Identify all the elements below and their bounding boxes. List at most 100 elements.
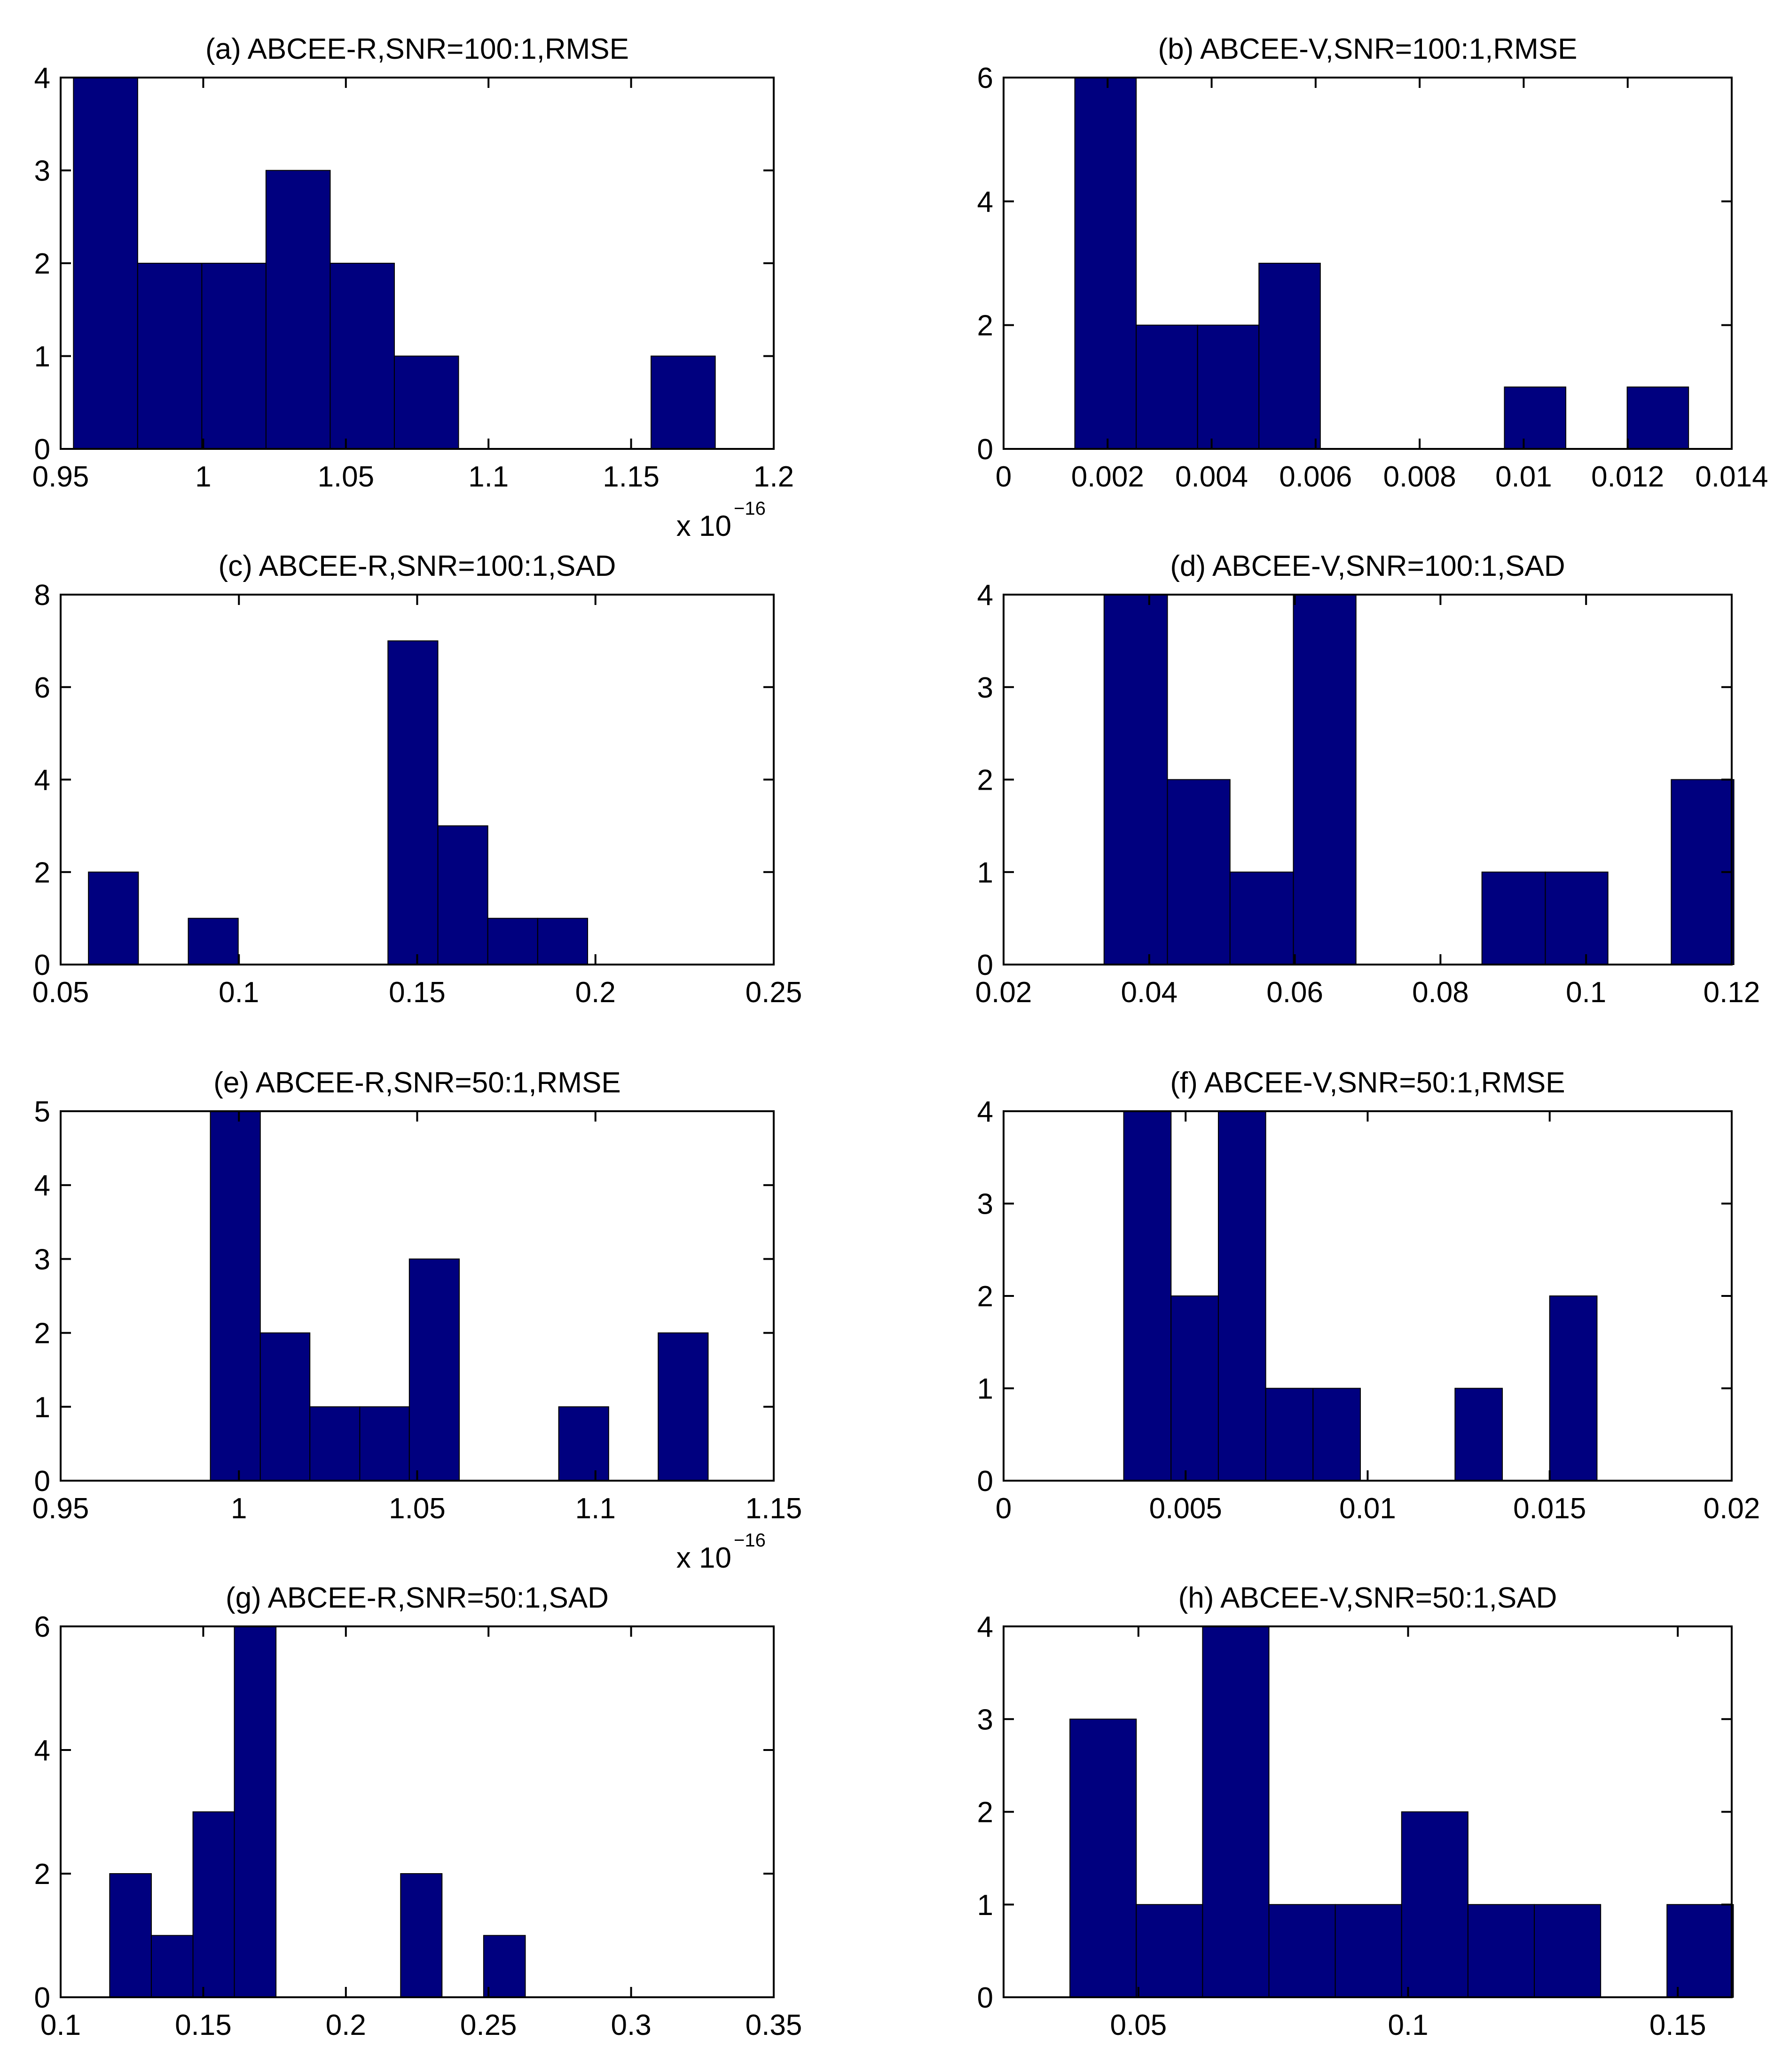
- x-tick-label: 0.1: [40, 2009, 81, 2041]
- histogram-bar: [1268, 1904, 1336, 1998]
- histogram-bar: [188, 918, 239, 965]
- y-tick-label: 3: [34, 1243, 50, 1276]
- x-tick-label: 0.2: [326, 2009, 366, 2041]
- histogram-panel-a: (a) ABCEE-R,SNR=100:1,RMSE 0.95 1 1.05 1.1 1.…: [32, 33, 794, 542]
- histogram-panel-g: (g) ABCEE-R,SNR=50:1,SAD 0.1 0.15 0.2 0.25 0.…: [34, 1582, 802, 2041]
- histogram-bar: [309, 1406, 361, 1482]
- x-exponent-label: x 10: [676, 510, 731, 542]
- x-tick-label: 0.004: [1175, 461, 1248, 493]
- histogram-bar: [1103, 594, 1168, 965]
- histogram-bar: [437, 825, 488, 965]
- y-tick-label: 2: [34, 1318, 50, 1350]
- histogram-bar: [330, 263, 395, 449]
- x-tick-label: 0.006: [1279, 461, 1352, 493]
- y-tick-label: 0: [34, 1465, 50, 1498]
- x-tick-label: 0.2: [575, 976, 616, 1009]
- x-tick-label: 0.1: [1388, 2009, 1428, 2041]
- panel-title: (a) ABCEE-R,SNR=100:1,RMSE: [205, 33, 629, 65]
- x-tick-label: 1: [231, 1492, 247, 1525]
- x-exponent-power: −16: [734, 1530, 766, 1551]
- panel-title: (b) ABCEE-V,SNR=100:1,RMSE: [1158, 33, 1578, 65]
- histogram-bar: [537, 918, 589, 965]
- y-tick-label: 0: [34, 949, 50, 981]
- histogram-bar: [1335, 1904, 1402, 1998]
- x-tick-label: 1.15: [746, 1492, 802, 1525]
- y-tick-label: 1: [34, 1391, 50, 1424]
- y-tick-label: 1: [977, 1373, 993, 1405]
- x-tick-label: 0.15: [389, 976, 446, 1009]
- y-tick-label: 4: [34, 764, 50, 797]
- y-tick-label: 3: [977, 1703, 993, 1736]
- axes-frame: [1003, 1110, 1733, 1482]
- histogram-panel-f: (f) ABCEE-V,SNR=50:1,RMSE 0 0.005 0.01 0.015…: [977, 1067, 1760, 1525]
- histogram-bar: [150, 1935, 194, 1998]
- histogram-bar: [359, 1406, 410, 1482]
- y-tick-label: 0: [977, 1465, 993, 1498]
- y-tick-label: 4: [977, 1096, 993, 1128]
- histogram-bar: [1467, 1904, 1535, 1998]
- x-tick-label: 0.1: [1566, 976, 1606, 1009]
- histogram-bar: [73, 77, 138, 449]
- y-tick-label: 0: [34, 433, 50, 466]
- x-tick-label: 0.014: [1695, 461, 1768, 493]
- y-tick-label: 2: [977, 310, 993, 342]
- histogram-bar: [137, 263, 203, 449]
- histogram-bar: [109, 1873, 152, 1998]
- histogram-bar: [1481, 871, 1546, 965]
- y-tick-label: 0: [34, 1982, 50, 2014]
- histogram-bar: [1454, 1388, 1503, 1481]
- y-tick-label: 2: [34, 1858, 50, 1891]
- histogram-panel-d: (d) ABCEE-V,SNR=100:1,SAD 0.02 0.04 0.06 0.0…: [975, 550, 1760, 1009]
- histogram-panel-h: (h) ABCEE-V,SNR=50:1,SAD 0.05 0.1 0.15 0 1 2 3 4: [977, 1582, 1734, 2041]
- y-tick-label: 4: [34, 1169, 50, 1202]
- y-tick-label: 4: [977, 186, 993, 218]
- y-tick-label: 2: [34, 248, 50, 280]
- x-tick-label: 0: [996, 1492, 1012, 1525]
- y-tick-label: 6: [977, 62, 993, 94]
- panel-title: (g) ABCEE-R,SNR=50:1,SAD: [226, 1582, 609, 1614]
- x-tick-label: 0.1: [219, 976, 259, 1009]
- x-tick-label: 1.1: [575, 1492, 616, 1525]
- y-tick-label: 4: [34, 62, 50, 94]
- y-tick-label: 2: [977, 1280, 993, 1313]
- histogram-bar: [1534, 1904, 1601, 1998]
- histogram-bar: [408, 1258, 460, 1481]
- x-exponent-power: −16: [734, 498, 766, 519]
- panel-title: (c) ABCEE-R,SNR=100:1,SAD: [219, 550, 616, 582]
- x-tick-label: 0.008: [1383, 461, 1456, 493]
- histogram-panel-b: (b) ABCEE-V,SNR=100:1,RMSE 0 0.002 0.004 0.0…: [977, 33, 1768, 493]
- histogram-bar: [1549, 1295, 1598, 1481]
- axes-frame: [1003, 77, 1733, 450]
- histogram-bar: [88, 871, 139, 965]
- x-tick-label: 0: [996, 461, 1012, 493]
- histogram-bar: [1197, 324, 1260, 450]
- x-tick-label: 0.02: [1703, 1492, 1760, 1525]
- y-tick-label: 1: [977, 856, 993, 889]
- x-tick-label: 0.15: [175, 2009, 232, 2041]
- histogram-bar: [1265, 1388, 1314, 1481]
- y-tick-label: 0: [977, 1982, 993, 2014]
- x-tick-label: 1.05: [317, 461, 374, 493]
- x-tick-label: 0.06: [1266, 976, 1323, 1009]
- y-tick-label: 3: [977, 672, 993, 704]
- x-tick-label: 0.01: [1495, 461, 1552, 493]
- histogram-bar: [1401, 1811, 1468, 1998]
- histogram-bar: [658, 1332, 709, 1482]
- histogram-bar: [1258, 263, 1321, 449]
- y-tick-label: 3: [34, 155, 50, 188]
- x-tick-label: 0.04: [1121, 976, 1178, 1009]
- x-tick-label: 0.3: [611, 2009, 651, 2041]
- y-tick-label: 4: [977, 1611, 993, 1643]
- histogram-bar: [1202, 1626, 1270, 1998]
- histogram-bar: [1170, 1295, 1219, 1481]
- x-tick-label: 0.25: [460, 2009, 517, 2041]
- y-tick-label: 8: [34, 579, 50, 612]
- histogram-bar: [1123, 1111, 1172, 1481]
- x-tick-label: 1.1: [468, 461, 509, 493]
- x-tick-label: 0.25: [746, 976, 802, 1009]
- panel-title: (d) ABCEE-V,SNR=100:1,SAD: [1170, 550, 1565, 582]
- histogram-bar: [1545, 871, 1609, 965]
- histogram-bar: [1504, 386, 1567, 449]
- y-tick-label: 0: [977, 949, 993, 981]
- histogram-bar: [259, 1332, 311, 1482]
